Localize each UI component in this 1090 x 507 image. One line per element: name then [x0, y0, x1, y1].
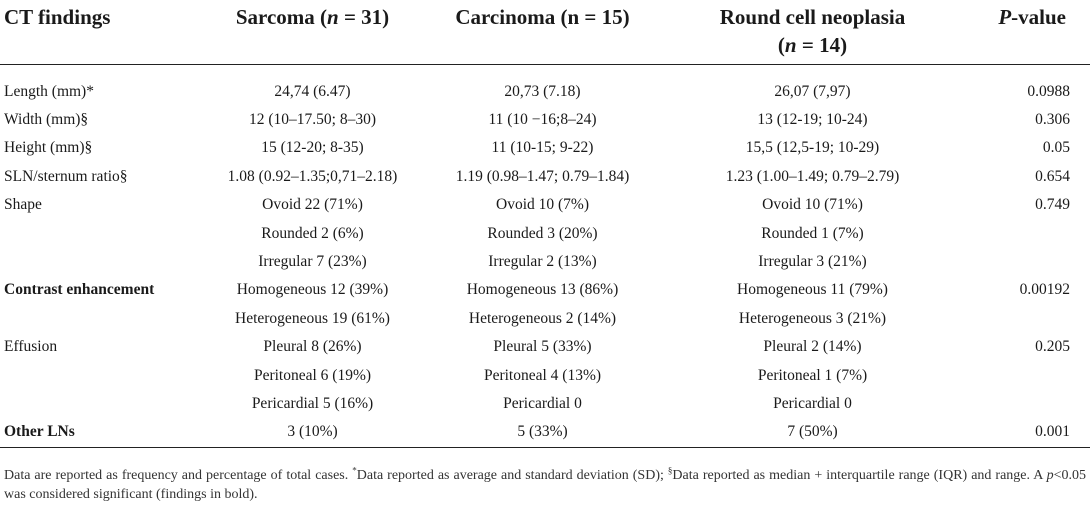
cell-carcinoma: 20,73 (7.18)	[504, 82, 581, 100]
cell-p-value	[955, 361, 1090, 389]
table-row: Shape Ovoid 22 (71%) Ovoid 10 (7%) Ovoid 10…	[0, 191, 1090, 219]
cell-round-cell-neoplasia: Peritoneal 1 (7%)	[757, 366, 868, 384]
cell-carcinoma: Pericardial 0	[503, 394, 582, 412]
cell-carcinoma: Homogeneous 13 (86%)	[466, 281, 619, 299]
row-label	[0, 219, 210, 247]
table-body: Length (mm)* 24,74 (6.47) 20,73 (7.18) 26,0…	[0, 63, 1090, 448]
row-label: Length (mm)*	[4, 82, 94, 100]
table-row: Contrast enhancement Homogeneous 12 (39%)…	[0, 276, 1090, 304]
table-footnote: Data are reported as frequency and perce…	[4, 465, 1086, 502]
cell-p-value: 0.306	[1035, 111, 1070, 129]
cell-sarcoma: 1.08 (0.92–1.35;0,71–2.18)	[227, 167, 398, 185]
header-round-cell-neoplasia: Round cell neoplasia (n = 14)	[719, 5, 906, 57]
cell-round-cell-neoplasia: 1.23 (1.00–1.49; 0.79–2.79)	[725, 167, 900, 185]
cell-p-value: 0.00192	[1019, 281, 1070, 299]
cell-carcinoma: 11 (10 −16;8–24)	[488, 111, 597, 129]
table-row: Length (mm)* 24,74 (6.47) 20,73 (7.18) 26,0…	[0, 78, 1090, 106]
header-spacer	[0, 65, 1090, 78]
table-row: SLN/sternum ratio§ 1.08 (0.92–1.35;0,71–2…	[0, 163, 1090, 191]
cell-round-cell-neoplasia: Pleural 2 (14%)	[763, 338, 862, 356]
cell-p-value	[955, 305, 1090, 333]
header-p-value: P-value	[998, 5, 1066, 29]
cell-round-cell-neoplasia: 7 (50%)	[787, 423, 838, 441]
table-row: Other LNs 3 (10%) 5 (33%) 7 (50%) 0.001	[0, 418, 1090, 447]
cell-sarcoma: Rounded 2 (6%)	[261, 224, 364, 242]
ct-findings-table: CT findings Sarcoma (n = 31) Carcinoma (…	[0, 0, 1090, 448]
cell-round-cell-neoplasia: Irregular 3 (21%)	[758, 253, 867, 271]
results-table-container: CT findings Sarcoma (n = 31) Carcinoma (…	[0, 0, 1090, 448]
cell-carcinoma: Heterogeneous 2 (14%)	[468, 309, 617, 327]
header-carcinoma: Carcinoma (n = 15)	[455, 5, 630, 29]
header-sarcoma: Sarcoma (n = 31)	[235, 5, 390, 29]
row-label: Shape	[4, 196, 42, 214]
cell-sarcoma: 3 (10%)	[287, 423, 338, 441]
row-label: Effusion	[4, 338, 58, 356]
cell-p-value: 0.05	[1042, 139, 1070, 157]
table-row: Rounded 2 (6%) Rounded 3 (20%) Rounded 1 (…	[0, 219, 1090, 247]
row-label	[0, 248, 210, 276]
cell-sarcoma: Pleural 8 (26%)	[263, 338, 362, 356]
table-row: Irregular 7 (23%) Irregular 2 (13%) Irregu…	[0, 248, 1090, 276]
cell-p-value: 0.205	[1035, 338, 1070, 356]
row-label: SLN/sternum ratio§	[4, 167, 128, 185]
cell-sarcoma: Peritoneal 6 (19%)	[253, 366, 372, 384]
table-row: Effusion Pleural 8 (26%) Pleural 5 (33%) Pl…	[0, 333, 1090, 361]
cell-carcinoma: 11 (10-15; 9-22)	[491, 139, 594, 157]
row-label	[0, 305, 210, 333]
table-row: Pericardial 5 (16%) Pericardial 0 Pericard…	[0, 390, 1090, 418]
header-rule	[0, 63, 1090, 65]
cell-round-cell-neoplasia: Heterogeneous 3 (21%)	[738, 309, 887, 327]
cell-p-value: 0.0988	[1027, 82, 1070, 100]
table-row: Heterogeneous 19 (61%) Heterogeneous 2 (1…	[0, 305, 1090, 333]
cell-p-value: 0.001	[1035, 423, 1070, 441]
row-label	[0, 361, 210, 389]
cell-round-cell-neoplasia: Ovoid 10 (71%)	[762, 196, 863, 214]
cell-carcinoma: Ovoid 10 (7%)	[496, 196, 589, 214]
cell-carcinoma: 5 (33%)	[517, 423, 568, 441]
cell-p-value	[955, 248, 1090, 276]
cell-carcinoma: Irregular 2 (13%)	[488, 253, 597, 271]
row-label: Width (mm)§	[4, 111, 89, 129]
cell-carcinoma: 1.19 (0.98–1.47; 0.79–1.84)	[455, 167, 630, 185]
cell-sarcoma: 24,74 (6.47)	[274, 82, 351, 100]
cell-carcinoma: Peritoneal 4 (13%)	[483, 366, 602, 384]
cell-p-value: 0.749	[1035, 196, 1070, 214]
cell-round-cell-neoplasia: Pericardial 0	[773, 394, 852, 412]
cell-sarcoma: Heterogeneous 19 (61%)	[235, 309, 390, 327]
cell-p-value: 0.654	[1035, 167, 1070, 185]
cell-round-cell-neoplasia: Homogeneous 11 (79%)	[737, 281, 888, 299]
cell-sarcoma: Ovoid 22 (71%)	[262, 196, 363, 214]
row-label: Other LNs	[4, 423, 75, 441]
row-label: Contrast enhancement	[4, 281, 155, 299]
table-row: Width (mm)§ 12 (10–17.50; 8–30) 11 (10 −16…	[0, 106, 1090, 134]
row-label	[0, 390, 210, 418]
header-ct-findings: CT findings	[4, 5, 111, 29]
table-header: CT findings Sarcoma (n = 31) Carcinoma (…	[0, 0, 1090, 64]
cell-carcinoma: Rounded 3 (20%)	[487, 224, 598, 242]
cell-round-cell-neoplasia: 13 (12-19; 10-24)	[757, 111, 868, 129]
header-row: CT findings Sarcoma (n = 31) Carcinoma (…	[0, 0, 1090, 64]
bottom-rule	[0, 446, 1090, 448]
cell-sarcoma: 15 (12-20; 8-35)	[261, 139, 364, 157]
table-row: Peritoneal 6 (19%) Peritoneal 4 (13%) Peri…	[0, 361, 1090, 389]
table-row: Height (mm)§ 15 (12-20; 8-35) 11 (10-15; 9…	[0, 134, 1090, 162]
cell-sarcoma: Irregular 7 (23%)	[258, 253, 367, 271]
row-label: Height (mm)§	[4, 139, 93, 157]
cell-carcinoma: Pleural 5 (33%)	[493, 338, 592, 356]
cell-p-value	[955, 390, 1090, 418]
cell-round-cell-neoplasia: Rounded 1 (7%)	[761, 224, 864, 242]
cell-round-cell-neoplasia: 15,5 (12,5-19; 10-29)	[745, 139, 880, 157]
cell-round-cell-neoplasia: 26,07 (7,97)	[774, 82, 851, 100]
cell-sarcoma: 12 (10–17.50; 8–30)	[248, 111, 376, 129]
cell-sarcoma: Homogeneous 12 (39%)	[236, 281, 389, 299]
cell-sarcoma: Pericardial 5 (16%)	[251, 394, 374, 412]
cell-p-value	[955, 219, 1090, 247]
